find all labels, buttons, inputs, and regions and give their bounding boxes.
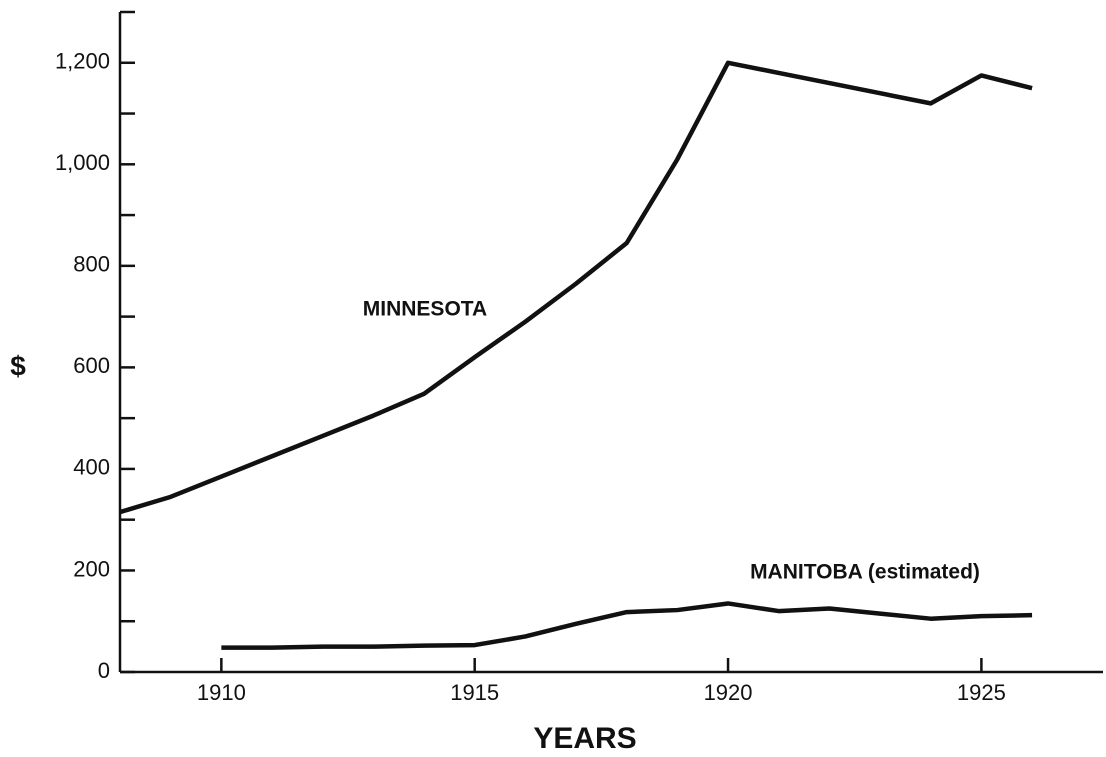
x-tick-label: 1910 [197, 680, 246, 705]
y-tick-label: 200 [73, 556, 110, 581]
y-tick-label: 400 [73, 455, 110, 480]
y-tick-label: 0 [98, 658, 110, 683]
x-tick-label: 1915 [450, 680, 499, 705]
series-label: MANITOBA (estimated) [750, 561, 980, 584]
x-tick-label: 1925 [957, 680, 1006, 705]
x-axis-label: YEARS [533, 722, 636, 755]
series-line [119, 60, 1033, 515]
y-axis-label: $ [10, 350, 26, 381]
y-tick-label: 1,000 [55, 150, 110, 175]
y-tick-label: 800 [73, 252, 110, 277]
series-line [221, 601, 1033, 650]
series-label: MINNESOTA [363, 298, 487, 321]
y-tick-label: 1,200 [55, 49, 110, 74]
x-tick-label: 1920 [704, 680, 753, 705]
y-tick-label: 600 [73, 353, 110, 378]
